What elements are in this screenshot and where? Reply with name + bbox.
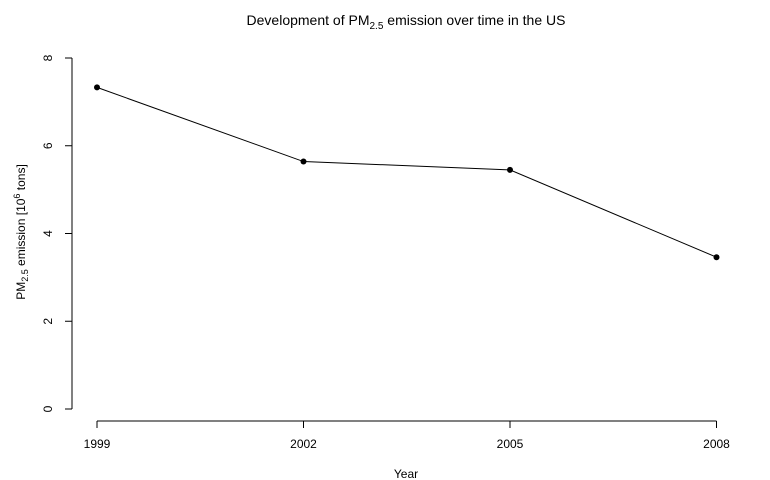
chart-title-prefix: Development of PM: [247, 12, 370, 28]
x-tick-label: 2002: [290, 437, 317, 451]
x-tick-label: 2008: [703, 437, 730, 451]
x-tick-label: 1999: [84, 437, 111, 451]
x-axis: 1999 2002 2005 2008: [84, 420, 730, 451]
y-tick-label: 6: [41, 142, 55, 149]
y-axis-label-prefix: PM: [14, 282, 28, 300]
y-tick-label: 0: [41, 405, 55, 412]
y-tick-label: 8: [41, 54, 55, 61]
y-axis-label-middle: emission [10: [14, 198, 28, 269]
chart-title-suffix: emission over time in the US: [383, 12, 565, 28]
y-axis-label-subscript: 2.5: [20, 269, 30, 282]
y-axis: 0 2 4 6 8: [41, 54, 73, 412]
y-tick-label: 4: [41, 230, 55, 237]
data-point: [507, 166, 513, 173]
data-point: [713, 254, 720, 261]
data-point: [300, 158, 307, 165]
x-tick-label: 2005: [497, 437, 524, 451]
y-axis-label: PM2.5 emission [106 tons]: [12, 164, 30, 300]
data-point: [94, 84, 100, 91]
series-line: [96, 86, 717, 258]
chart-title-subscript: 2.5: [369, 21, 383, 32]
y-tick-label: 2: [41, 318, 55, 325]
chart-title: Development of PM2.5 emission over time …: [247, 12, 566, 32]
y-axis-label-suffix: tons]: [14, 164, 28, 193]
y-axis-label-superscript: 6: [12, 194, 22, 199]
series-group: [94, 84, 720, 261]
x-axis-label: Year: [394, 467, 418, 480]
